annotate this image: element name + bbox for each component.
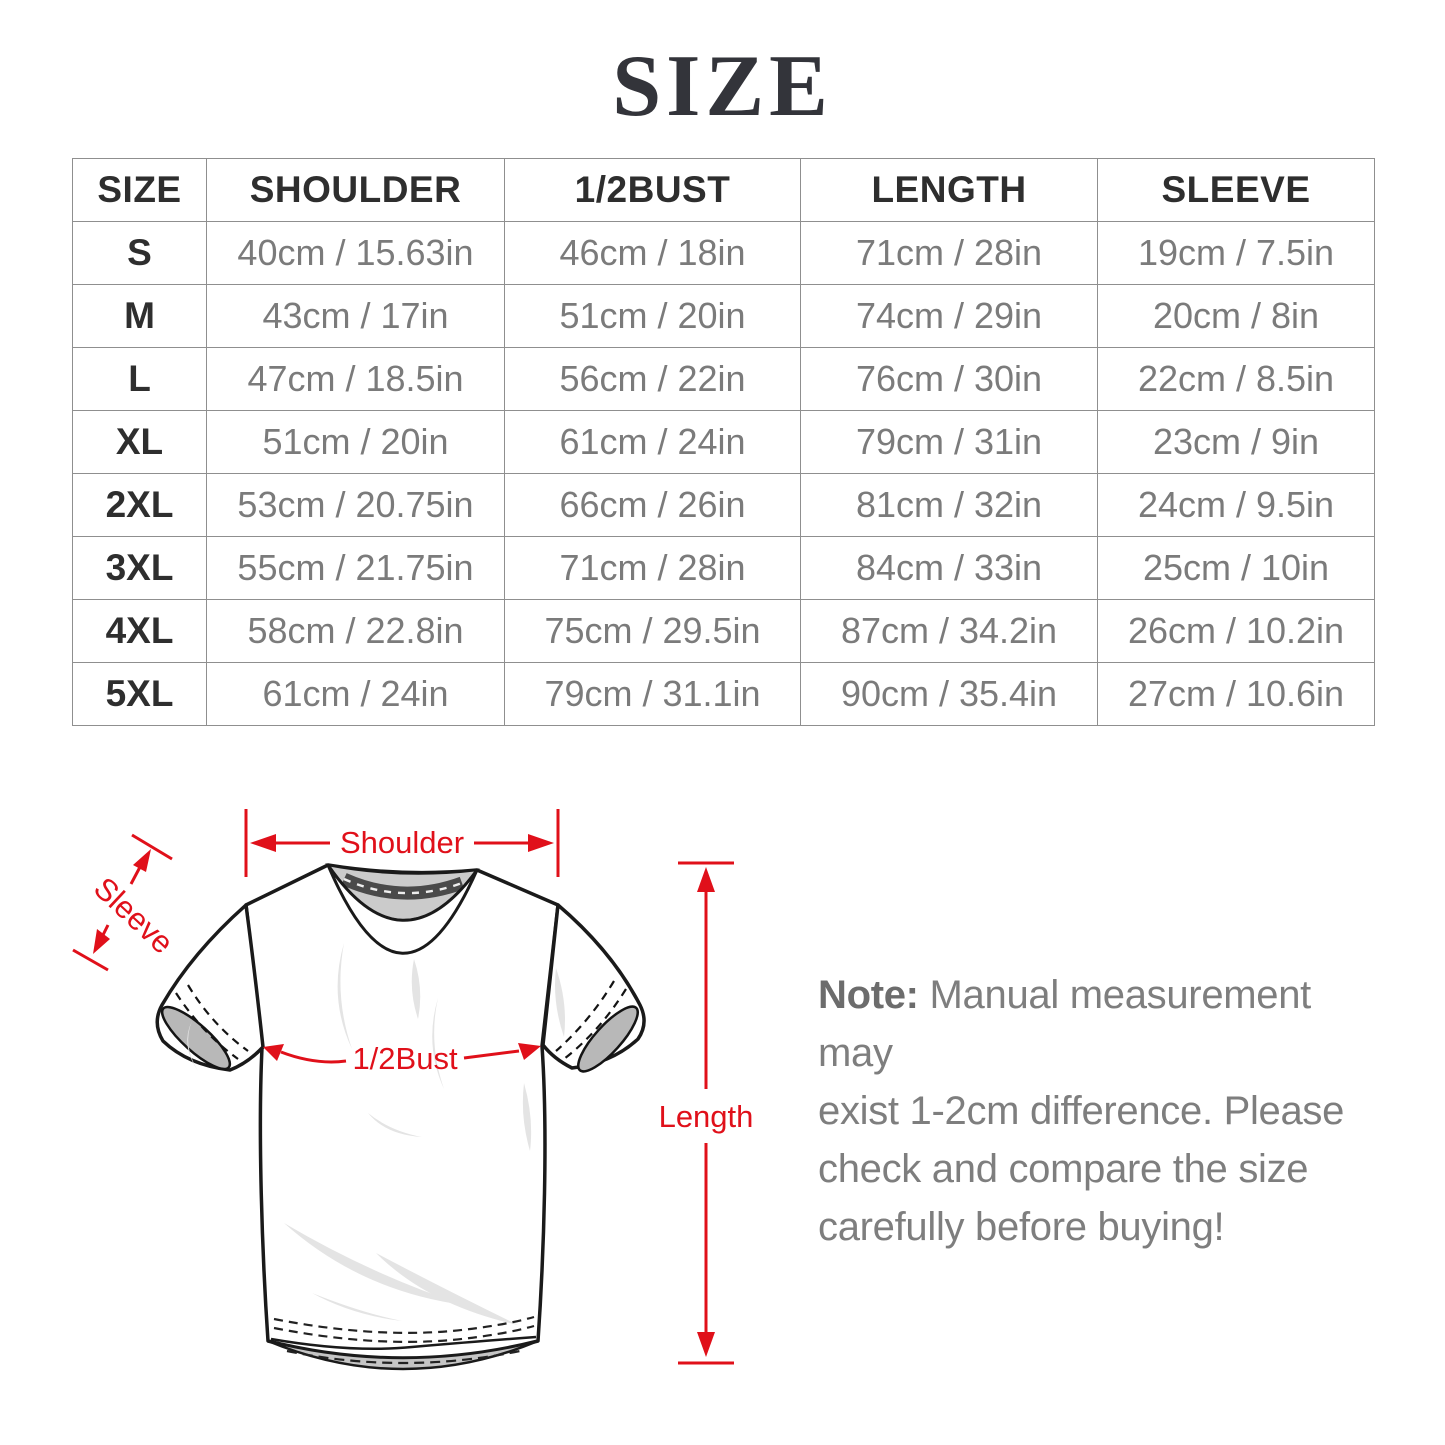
collar — [325, 863, 480, 955]
measurement-annotations — [72, 809, 734, 1365]
collar-rib — [326, 864, 479, 955]
measurement-cell: 51cm / 20in — [206, 410, 505, 474]
right-sleeve — [541, 903, 646, 1073]
length-arrow — [678, 861, 734, 1365]
tshirt-body — [244, 863, 560, 1371]
table-row: 5XL 61cm / 24in 79cm / 31.1in 90cm / 35.4in… — [72, 662, 1375, 726]
measurement-cell: 84cm / 33in — [800, 536, 1098, 600]
page-title: SIZE — [612, 38, 833, 135]
size-table-header: SIZE SHOULDER 1/2BUST LENGTH SLEEVE — [72, 158, 1375, 222]
size-cell: 2XL — [72, 473, 207, 537]
measurement-cell: 40cm / 15.63in — [206, 221, 505, 285]
measurement-cell: 61cm / 24in — [206, 662, 505, 726]
bust-arrow — [263, 1043, 541, 1064]
wrinkle-shading — [284, 943, 532, 1325]
measurement-cell: 87cm / 34.2in — [800, 599, 1098, 663]
measurement-cell: 55cm / 21.75in — [206, 536, 505, 600]
half-bust-label: 1/2Bust — [352, 1041, 458, 1076]
table-row: L 47cm / 18.5in 56cm / 22in 76cm / 30in 22cm… — [72, 347, 1375, 411]
measurement-cell: 71cm / 28in — [800, 221, 1098, 285]
measurement-cell: 76cm / 30in — [800, 347, 1098, 411]
sleeve-arrow — [72, 833, 173, 972]
size-table: SIZE SHOULDER 1/2BUST LENGTH SLEEVE S 40cm / … — [72, 158, 1375, 726]
measurement-cell: 27cm / 10.6in — [1097, 662, 1375, 726]
measurement-cell: 23cm / 9in — [1097, 410, 1375, 474]
shoulder-label: Shoulder — [340, 825, 464, 860]
size-cell: 4XL — [72, 599, 207, 663]
measurement-cell: 25cm / 10in — [1097, 536, 1375, 600]
measurement-cell: 22cm / 8.5in — [1097, 347, 1375, 411]
measurement-cell: 81cm / 32in — [800, 473, 1098, 537]
header-row: SIZE SHOULDER 1/2BUST LENGTH SLEEVE — [72, 158, 1375, 222]
left-sleeve — [155, 903, 265, 1072]
table-row: M 43cm / 17in 51cm / 20in 74cm / 29in 20cm /… — [72, 284, 1375, 348]
tshirt-measurement-diagram: Shoulder Sleeve 1/2Bust Length — [72, 793, 792, 1413]
measurement-cell: 79cm / 31in — [800, 410, 1098, 474]
size-cell: M — [72, 284, 207, 348]
column-header: LENGTH — [800, 158, 1098, 222]
measurement-cell: 71cm / 28in — [504, 536, 801, 600]
note-text: Note: Manual measurement may exist 1-2cm … — [818, 966, 1378, 1256]
hem-detail — [267, 1315, 539, 1371]
measurement-cell: 51cm / 20in — [504, 284, 801, 348]
measurement-cell: 53cm / 20.75in — [206, 473, 505, 537]
measurement-cell: 43cm / 17in — [206, 284, 505, 348]
column-header: SHOULDER — [206, 158, 505, 222]
measurement-cell: 74cm / 29in — [800, 284, 1098, 348]
table-row: 3XL 55cm / 21.75in 71cm / 28in 84cm / 33in 2… — [72, 536, 1375, 600]
measurement-cell: 46cm / 18in — [504, 221, 801, 285]
measurement-cell: 19cm / 7.5in — [1097, 221, 1375, 285]
size-cell: 5XL — [72, 662, 207, 726]
right-cuff-opening — [577, 1005, 639, 1073]
measurement-cell: 58cm / 22.8in — [206, 599, 505, 663]
measurement-cell: 79cm / 31.1in — [504, 662, 801, 726]
measurement-cell: 26cm / 10.2in — [1097, 599, 1375, 663]
size-cell: 3XL — [72, 536, 207, 600]
sleeve-label: Sleeve — [87, 870, 180, 960]
column-header: 1/2BUST — [504, 158, 801, 222]
shoulder-arrow — [244, 809, 560, 877]
table-row: S 40cm / 15.63in 46cm / 18in 71cm / 28in 19c… — [72, 221, 1375, 285]
measurement-cell: 20cm / 8in — [1097, 284, 1375, 348]
size-table-body: S 40cm / 15.63in 46cm / 18in 71cm / 28in 19c… — [72, 221, 1375, 726]
measurement-cell: 75cm / 29.5in — [504, 599, 801, 663]
table-row: 2XL 53cm / 20.75in 66cm / 26in 81cm / 32in 2… — [72, 473, 1375, 537]
measurement-cell: 61cm / 24in — [504, 410, 801, 474]
column-header: SIZE — [72, 158, 207, 222]
table-row: 4XL 58cm / 22.8in 75cm / 29.5in 87cm / 34.2… — [72, 599, 1375, 663]
tshirt-illustration: Shoulder Sleeve 1/2Bust Length — [72, 809, 754, 1371]
measurement-cell: 90cm / 35.4in — [800, 662, 1098, 726]
table-row: XL 51cm / 20in 61cm / 24in 79cm / 31in 23cm … — [72, 410, 1375, 474]
note-label: Note: — [818, 973, 919, 1017]
measurement-cell: 56cm / 22in — [504, 347, 801, 411]
length-label: Length — [659, 1099, 754, 1134]
column-header: SLEEVE — [1097, 158, 1375, 222]
note-body: Manual measurement may exist 1-2cm differ… — [818, 973, 1345, 1249]
size-cell: L — [72, 347, 207, 411]
size-cell: S — [72, 221, 207, 285]
size-cell: XL — [72, 410, 207, 474]
measurement-cell: 24cm / 9.5in — [1097, 473, 1375, 537]
measurement-cell: 47cm / 18.5in — [206, 347, 505, 411]
measurement-cell: 66cm / 26in — [504, 473, 801, 537]
